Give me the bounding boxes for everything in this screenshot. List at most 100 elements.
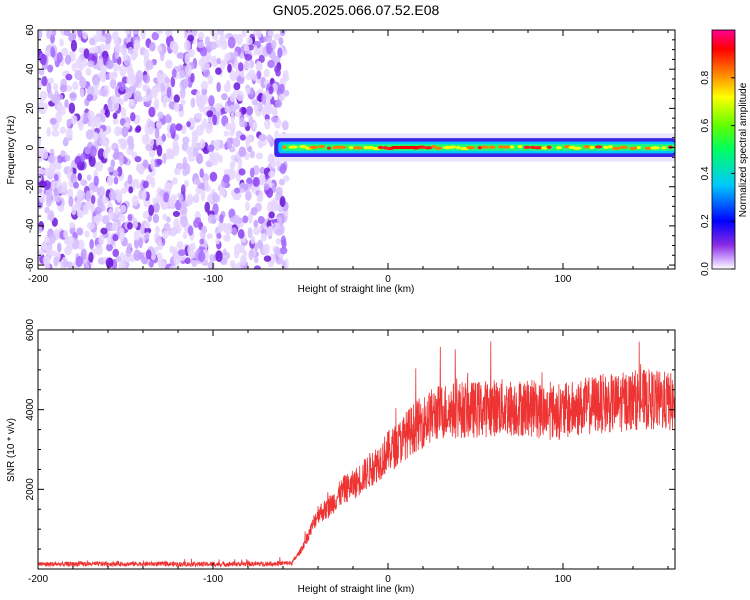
noise-blob bbox=[93, 116, 102, 128]
noise-blob bbox=[68, 165, 73, 176]
noise-blob bbox=[182, 231, 188, 240]
noise-blob bbox=[281, 260, 287, 269]
noise-blob bbox=[40, 242, 48, 254]
noise-blob bbox=[61, 47, 69, 57]
noise-blob bbox=[128, 98, 135, 107]
noise-blob bbox=[63, 136, 68, 147]
noise-blob bbox=[53, 256, 59, 267]
noise-blob bbox=[257, 216, 265, 225]
noise-blob bbox=[246, 106, 254, 116]
noise-blob bbox=[85, 190, 91, 202]
x-tick-label: 0 bbox=[385, 274, 391, 285]
noise-blob bbox=[145, 249, 152, 260]
noise-blob bbox=[239, 134, 247, 141]
noise-blob bbox=[74, 199, 82, 210]
noise-blob bbox=[45, 188, 53, 198]
noise-blob bbox=[186, 121, 191, 128]
noise-blob bbox=[120, 106, 127, 119]
noise-blob bbox=[194, 112, 203, 120]
noise-blob bbox=[107, 174, 115, 185]
noise-blob bbox=[207, 74, 214, 85]
noise-blob bbox=[148, 149, 156, 158]
noise-blob bbox=[88, 155, 96, 167]
noise-blob bbox=[250, 235, 256, 245]
noise-blob bbox=[274, 246, 281, 256]
noise-blob bbox=[256, 194, 262, 203]
noise-blob bbox=[152, 197, 158, 205]
noise-blob bbox=[89, 201, 95, 213]
noise-blob bbox=[240, 46, 246, 53]
noise-blob bbox=[155, 136, 162, 148]
noise-blob bbox=[166, 86, 172, 99]
band-peak bbox=[556, 146, 562, 150]
noise-blob bbox=[140, 223, 145, 236]
noise-blob bbox=[153, 98, 160, 111]
noise-blob bbox=[115, 256, 121, 263]
noise-blob bbox=[278, 37, 284, 46]
noise-blob bbox=[244, 53, 253, 61]
noise-blob bbox=[219, 214, 224, 224]
band-peak bbox=[573, 146, 582, 150]
noise-blob bbox=[238, 62, 244, 72]
band-peak bbox=[611, 146, 621, 150]
noise-blob bbox=[121, 126, 129, 138]
noise-blob bbox=[173, 218, 180, 230]
noise-blob bbox=[127, 46, 134, 55]
noise-blob bbox=[69, 91, 77, 102]
noise-blob bbox=[135, 183, 141, 190]
noise-blob bbox=[152, 213, 160, 224]
noise-blob bbox=[100, 115, 106, 123]
noise-blob bbox=[232, 137, 241, 148]
noise-blob bbox=[57, 204, 65, 212]
noise-blob bbox=[266, 225, 273, 237]
noise-blob bbox=[69, 221, 75, 229]
band-peak bbox=[353, 146, 363, 150]
noise-blob bbox=[118, 213, 126, 222]
noise-blob bbox=[155, 30, 164, 35]
noise-blob bbox=[182, 136, 190, 145]
noise-blob bbox=[282, 69, 289, 80]
y-tick-label: 40 bbox=[25, 63, 36, 75]
signal-band bbox=[274, 133, 675, 162]
noise-blob bbox=[78, 121, 84, 131]
noise-blob bbox=[59, 84, 67, 93]
noise-blob bbox=[141, 134, 150, 145]
noise-blob bbox=[216, 57, 222, 65]
noise-blob bbox=[127, 222, 133, 230]
noise-blob bbox=[184, 53, 191, 65]
noise-blob bbox=[80, 249, 87, 261]
noise-blob bbox=[271, 39, 277, 50]
noise-blob bbox=[38, 168, 44, 176]
noise-blob bbox=[243, 45, 250, 52]
noise-blob bbox=[145, 60, 154, 71]
noise-blob bbox=[146, 88, 151, 96]
noise-blob bbox=[279, 195, 286, 208]
noise-blob bbox=[173, 144, 180, 157]
noise-blob bbox=[263, 35, 268, 43]
noise-blob bbox=[182, 78, 189, 88]
noise-blob bbox=[204, 185, 212, 192]
noise-blob bbox=[230, 160, 236, 168]
noise-blob bbox=[185, 163, 191, 175]
noise-blob bbox=[75, 255, 83, 268]
noise-blob bbox=[227, 63, 232, 73]
noise-blob bbox=[212, 114, 218, 126]
noise-blob bbox=[112, 112, 118, 120]
noise-blob bbox=[46, 244, 52, 257]
noise-blob bbox=[119, 81, 126, 92]
noise-blob bbox=[51, 30, 57, 37]
noise-blob bbox=[278, 94, 286, 101]
noise-blob bbox=[162, 96, 167, 108]
noise-blob bbox=[253, 45, 258, 56]
noise-blob bbox=[175, 123, 183, 131]
noise-blob bbox=[65, 127, 73, 139]
noise-blob bbox=[199, 139, 206, 149]
noise-blob bbox=[136, 164, 145, 174]
noise-blob bbox=[283, 89, 290, 97]
noise-blob bbox=[253, 256, 259, 264]
noise-blob bbox=[229, 128, 235, 137]
noise-blob bbox=[60, 150, 66, 158]
noise-blob bbox=[149, 138, 155, 147]
noise-blob bbox=[266, 134, 273, 143]
noise-blob bbox=[161, 201, 169, 210]
